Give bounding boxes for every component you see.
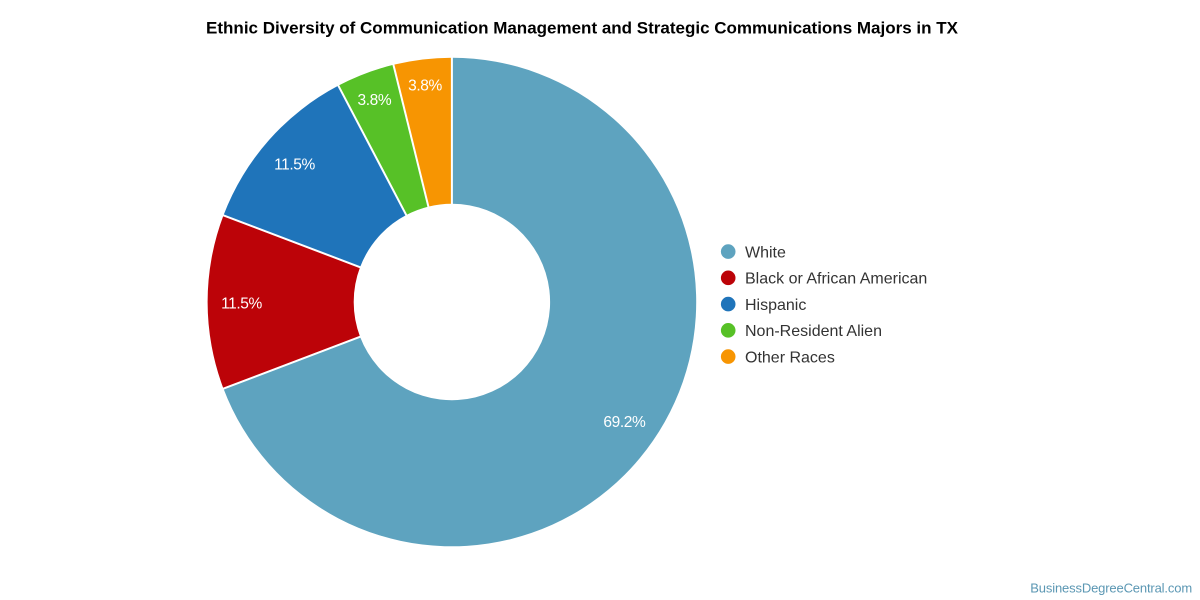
svg-text:Other Races: Other Races [745,349,835,366]
svg-text:Hispanic: Hispanic [745,297,806,314]
svg-text:Non-Resident Alien: Non-Resident Alien [745,323,882,340]
svg-text:BusinessDegreeCentral.com: BusinessDegreeCentral.com [1030,580,1192,595]
svg-text:White: White [745,244,786,261]
svg-text:11.5%: 11.5% [221,295,262,312]
svg-text:3.8%: 3.8% [358,92,392,109]
svg-text:11.5%: 11.5% [274,157,315,174]
svg-text:Ethnic Diversity of Communicat: Ethnic Diversity of Communication Manage… [206,19,959,38]
svg-text:3.8%: 3.8% [408,78,442,95]
svg-text:69.2%: 69.2% [603,414,646,431]
svg-text:Black or African American: Black or African American [745,271,927,288]
